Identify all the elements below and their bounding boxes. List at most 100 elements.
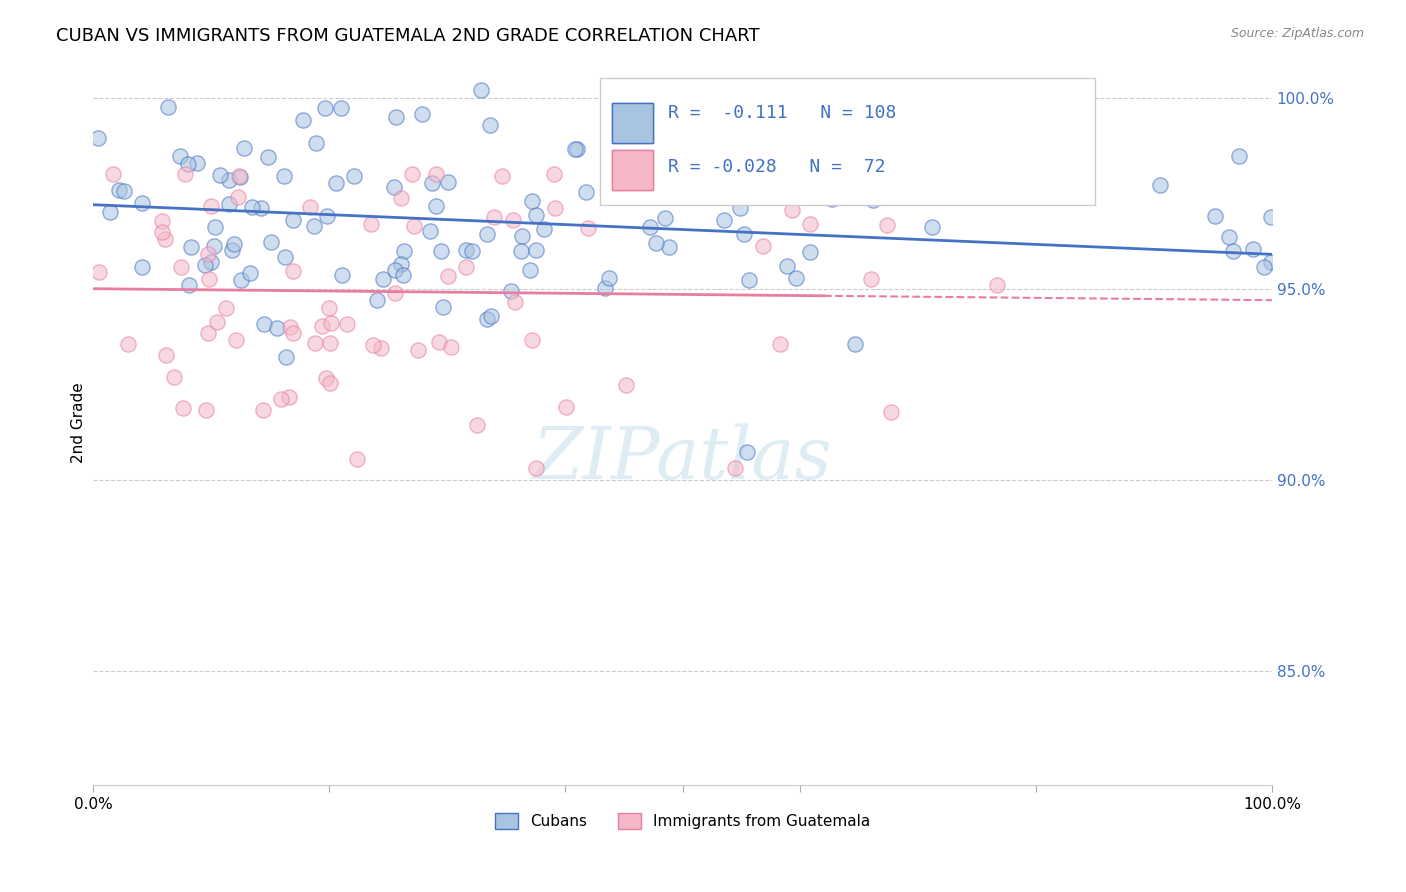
Point	[479, 119, 502, 133]
Point	[278, 390, 301, 404]
Point	[274, 251, 297, 265]
Point	[593, 280, 616, 294]
Text: R = -0.028   N =  72: R = -0.028 N = 72	[668, 158, 886, 176]
Point	[186, 155, 208, 169]
Point	[524, 208, 547, 222]
Point	[316, 209, 339, 223]
Point	[425, 199, 447, 213]
Point	[411, 106, 433, 120]
Point	[479, 309, 502, 323]
Point	[598, 271, 620, 285]
Point	[319, 376, 342, 390]
Point	[304, 219, 326, 234]
Point	[361, 338, 384, 352]
Point	[218, 173, 240, 187]
Point	[454, 260, 477, 274]
Point	[257, 151, 280, 165]
Point	[440, 340, 463, 354]
Point	[425, 167, 447, 181]
FancyBboxPatch shape	[612, 103, 652, 143]
Point	[330, 101, 353, 115]
Point	[194, 258, 217, 272]
Point	[253, 318, 276, 332]
Point	[543, 167, 565, 181]
Point	[319, 336, 342, 351]
Point	[221, 244, 243, 258]
Point	[986, 277, 1008, 292]
Point	[218, 197, 240, 211]
Point	[502, 213, 524, 227]
Point	[718, 83, 741, 97]
Point	[1260, 255, 1282, 269]
Point	[1218, 230, 1240, 244]
Point	[1204, 210, 1226, 224]
Point	[384, 180, 406, 194]
Point	[209, 168, 232, 182]
Point	[564, 142, 586, 156]
Point	[735, 445, 758, 459]
Point	[392, 244, 415, 259]
Point	[575, 186, 598, 200]
Point	[799, 217, 821, 231]
Point	[370, 341, 392, 355]
Point	[524, 460, 547, 475]
Point	[98, 204, 121, 219]
Point	[332, 268, 354, 283]
Point	[475, 227, 498, 242]
Point	[202, 238, 225, 252]
Point	[156, 100, 179, 114]
Point	[1241, 243, 1264, 257]
Point	[658, 240, 681, 254]
Point	[780, 203, 803, 218]
Point	[519, 263, 541, 277]
Point	[1149, 178, 1171, 192]
Point	[644, 236, 666, 251]
Point	[499, 284, 522, 298]
Point	[176, 157, 198, 171]
Point	[725, 184, 748, 198]
Point	[197, 247, 219, 261]
Point	[427, 334, 450, 349]
Point	[321, 316, 343, 330]
Point	[200, 254, 222, 268]
Point	[170, 260, 193, 275]
Point	[1253, 260, 1275, 275]
Point	[432, 300, 454, 314]
Point	[266, 321, 288, 335]
Text: CUBAN VS IMMIGRANTS FROM GUATEMALA 2ND GRADE CORRELATION CHART: CUBAN VS IMMIGRANTS FROM GUATEMALA 2ND G…	[56, 27, 759, 45]
Point	[225, 333, 247, 347]
Point	[222, 237, 245, 252]
Point	[231, 273, 253, 287]
Point	[281, 264, 304, 278]
Point	[87, 131, 110, 145]
Point	[229, 170, 252, 185]
Point	[389, 191, 412, 205]
Point	[384, 285, 406, 300]
Point	[283, 326, 305, 340]
Point	[215, 301, 238, 315]
Point	[173, 167, 195, 181]
Point	[880, 404, 903, 418]
Point	[305, 136, 328, 151]
Point	[197, 272, 219, 286]
Point	[205, 315, 228, 329]
Point	[318, 301, 340, 315]
Point	[384, 263, 406, 277]
Point	[921, 219, 943, 234]
Point	[200, 198, 222, 212]
Point	[1222, 244, 1244, 259]
Point	[614, 378, 637, 392]
Point	[454, 244, 477, 258]
Point	[406, 343, 429, 357]
Point	[204, 219, 226, 234]
Point	[654, 211, 676, 225]
Point	[859, 272, 882, 286]
Point	[233, 140, 256, 154]
Point	[401, 167, 423, 181]
Point	[180, 240, 202, 254]
Point	[769, 337, 792, 351]
Point	[419, 224, 441, 238]
Point	[776, 259, 799, 273]
Point	[1260, 210, 1282, 224]
Point	[436, 268, 458, 283]
